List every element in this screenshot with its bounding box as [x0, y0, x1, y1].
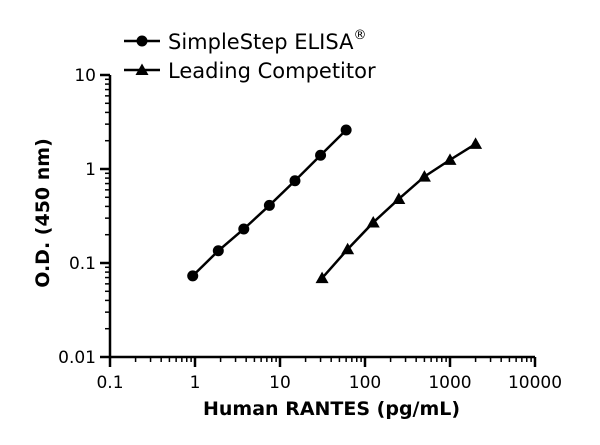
x-axis-title: Human RANTES (pg/mL) [203, 398, 460, 420]
x-ticks: 0.1 1 10 100 1000 10000 [96, 357, 562, 393]
x-tick-label: 100 [349, 373, 381, 393]
data-point [340, 124, 352, 136]
x-tick-label: 0.1 [96, 373, 123, 393]
data-point [187, 270, 199, 282]
legend-triangle-marker [135, 63, 149, 75]
registered-mark: ® [353, 28, 366, 43]
legend-item-competitor: Leading Competitor [124, 59, 376, 83]
y-axis-title: O.D. (450 nm) [32, 138, 54, 288]
data-point [238, 223, 250, 235]
plot-series [187, 124, 483, 284]
data-point [443, 153, 457, 165]
legend-label-simplestep-name: SimpleStep ELISA [168, 30, 354, 54]
x-tick-label: 1000 [428, 373, 471, 393]
data-point [366, 215, 380, 228]
legend-label-simplestep: SimpleStep ELISA® [168, 28, 366, 54]
legend: SimpleStep ELISA® Leading Competitor [124, 28, 376, 83]
x-tick-label: 10 [269, 373, 291, 393]
legend-item-simplestep: SimpleStep ELISA® [124, 28, 366, 54]
y-tick-label: 10 [74, 66, 96, 86]
data-point [341, 242, 355, 255]
x-tick-label: 1 [190, 373, 201, 393]
data-point [417, 170, 431, 182]
y-tick-label: 0.01 [58, 348, 96, 368]
legend-circle-marker [136, 35, 148, 47]
series-2 [315, 137, 483, 284]
data-point [289, 175, 301, 187]
y-tick-label: 1 [85, 160, 96, 180]
x-tick-label: 10000 [508, 373, 562, 393]
data-point [263, 199, 275, 211]
legend-label-competitor: Leading Competitor [168, 59, 376, 83]
data-point [392, 192, 406, 204]
data-point [212, 245, 224, 257]
data-point [469, 137, 483, 149]
series-1 [187, 124, 352, 282]
y-ticks: 0.01 0.1 1 10 [58, 66, 110, 368]
data-point [315, 271, 329, 284]
data-point [315, 149, 327, 161]
y-tick-label: 0.1 [69, 254, 96, 274]
